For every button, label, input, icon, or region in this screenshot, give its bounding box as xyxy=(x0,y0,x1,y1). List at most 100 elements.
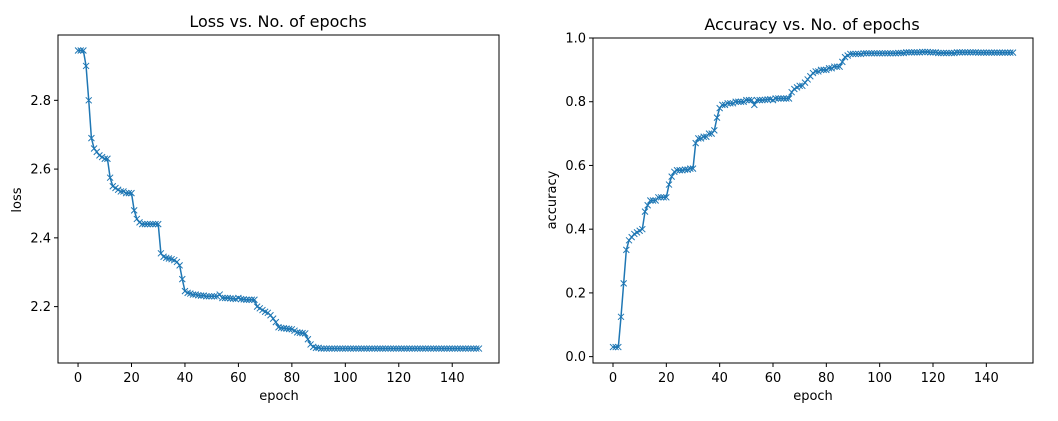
accuracy-data-point xyxy=(732,98,740,106)
loss-data-point xyxy=(125,189,133,197)
loss-data-point xyxy=(138,220,146,228)
loss-data-point xyxy=(248,296,256,304)
loss-data-point xyxy=(392,345,400,352)
loss-data-point xyxy=(443,345,451,352)
accuracy-x-tick-label: 80 xyxy=(818,371,835,386)
accuracy-data-point xyxy=(849,50,857,58)
loss-data-point xyxy=(202,292,210,300)
loss-data-point xyxy=(130,206,138,214)
loss-plot-frame xyxy=(57,34,500,364)
loss-data-point xyxy=(435,345,443,352)
accuracy-data-point xyxy=(753,96,761,104)
loss-data-point xyxy=(349,345,357,352)
accuracy-data-point xyxy=(817,66,825,74)
accuracy-x-axis-label: epoch xyxy=(793,389,833,404)
loss-data-point xyxy=(173,258,181,266)
accuracy-data-point xyxy=(924,48,932,56)
loss-data-point xyxy=(293,329,301,336)
accuracy-data-point xyxy=(998,49,1006,57)
loss-data-point xyxy=(208,292,216,300)
accuracy-chart-title: Accuracy vs. No. of epochs xyxy=(704,15,919,34)
accuracy-data-point xyxy=(745,96,753,104)
accuracy-data-point xyxy=(878,49,886,57)
accuracy-data-point xyxy=(737,98,745,106)
accuracy-data-point xyxy=(846,50,854,58)
accuracy-data-point xyxy=(705,130,713,137)
accuracy-data-point xyxy=(937,49,945,57)
loss-data-point xyxy=(224,294,232,302)
loss-data-point xyxy=(82,62,90,70)
accuracy-data-point xyxy=(756,96,764,104)
loss-data-point xyxy=(157,249,165,257)
accuracy-data-point xyxy=(862,49,870,57)
accuracy-chart: Accuracy vs. No. of epochs epoch accurac… xyxy=(545,15,1034,404)
loss-data-point xyxy=(197,292,205,299)
loss-x-tick-label: 20 xyxy=(123,371,140,386)
accuracy-x-tick-label: 20 xyxy=(658,371,675,386)
loss-data-point xyxy=(379,345,387,352)
accuracy-data-point xyxy=(689,165,697,172)
accuracy-data-point xyxy=(918,48,926,56)
loss-data-point xyxy=(88,134,95,142)
loss-data-point xyxy=(341,345,349,352)
accuracy-data-point xyxy=(838,58,846,66)
accuracy-data-point xyxy=(942,49,950,57)
accuracy-data-point xyxy=(961,48,969,56)
loss-data-point xyxy=(93,148,101,156)
loss-data-point xyxy=(390,345,397,352)
loss-data-point xyxy=(454,345,461,352)
loss-x-tick-label: 140 xyxy=(440,371,465,386)
loss-data-point xyxy=(411,345,419,352)
loss-data-point xyxy=(104,155,111,163)
accuracy-y-tick-label: 0.0 xyxy=(565,350,586,365)
accuracy-data-point xyxy=(870,49,878,57)
accuracy-x-tick-label: 120 xyxy=(921,371,946,386)
loss-data-point xyxy=(141,220,149,228)
loss-data-point xyxy=(360,345,368,352)
loss-data-point xyxy=(320,345,328,352)
loss-data-point xyxy=(467,345,475,352)
loss-y-tick-label: 2.8 xyxy=(30,94,51,109)
loss-y-tick-label: 2.4 xyxy=(30,231,51,246)
loss-data-point xyxy=(398,345,405,352)
accuracy-data-point xyxy=(974,49,982,57)
accuracy-data-point xyxy=(609,343,617,351)
accuracy-x-tick-label: 140 xyxy=(974,371,999,386)
loss-y-tick-label: 2.6 xyxy=(30,163,51,178)
loss-data-point xyxy=(438,345,445,352)
accuracy-y-tick-label: 1.0 xyxy=(565,32,586,47)
loss-data-point xyxy=(456,345,464,352)
accuracy-data-point xyxy=(772,95,780,102)
accuracy-data-point xyxy=(977,49,985,57)
accuracy-data-point xyxy=(958,48,966,56)
accuracy-data-point xyxy=(726,99,734,107)
accuracy-data-point xyxy=(820,66,828,74)
accuracy-series xyxy=(609,48,1017,351)
accuracy-data-point xyxy=(724,99,732,107)
accuracy-data-point xyxy=(865,49,873,57)
loss-data-point xyxy=(243,296,250,304)
loss-data-point xyxy=(280,324,288,332)
loss-data-point xyxy=(414,345,421,352)
loss-data-point xyxy=(395,345,403,352)
accuracy-data-point xyxy=(777,95,785,102)
accuracy-data-point xyxy=(686,165,694,172)
loss-data-point xyxy=(152,220,159,228)
accuracy-data-point xyxy=(825,64,833,72)
loss-data-point xyxy=(470,345,477,352)
accuracy-data-point xyxy=(969,48,977,56)
accuracy-data-point xyxy=(980,49,988,57)
loss-data-point xyxy=(277,324,285,332)
accuracy-data-point xyxy=(750,101,758,109)
accuracy-data-point xyxy=(988,49,996,57)
accuracy-data-point xyxy=(620,279,628,287)
loss-data-point xyxy=(211,292,218,300)
loss-data-point xyxy=(301,330,309,337)
accuracy-data-point xyxy=(660,193,668,201)
loss-data-point xyxy=(178,275,186,283)
loss-data-point xyxy=(427,345,435,352)
loss-data-point xyxy=(416,345,424,352)
loss-x-tick-label: 60 xyxy=(230,371,247,386)
accuracy-data-point xyxy=(718,101,726,109)
